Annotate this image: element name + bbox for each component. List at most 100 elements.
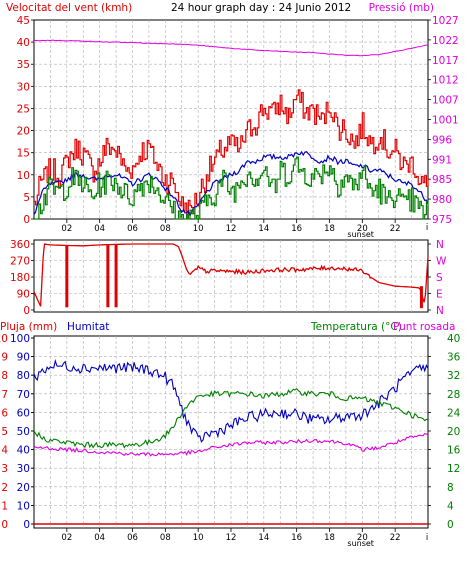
humidity-y-tick-label: 40 <box>17 445 30 457</box>
temp-x-tick-label: 22 <box>390 533 401 543</box>
pressure-y-tick-label: 1022 <box>432 35 459 47</box>
pressure-y-tick-label: 991 <box>432 154 452 166</box>
temperature-y-tick-label: 32 <box>447 370 460 382</box>
end-tick-label: i <box>426 533 428 543</box>
wind-series-group <box>33 39 429 220</box>
temp-series-group <box>33 358 429 525</box>
wind-y-tick-label: 0 <box>23 214 30 226</box>
temperature-y-tick-label: 24 <box>447 407 461 419</box>
rain-y-tick-label: 7 <box>1 389 8 401</box>
wind-y-tick-label: 35 <box>17 59 30 71</box>
series-low <box>34 156 429 220</box>
wind-y-tick-label: 45 <box>17 15 30 27</box>
humidity-y-tick-label: 10 <box>17 500 30 512</box>
direction-y-tick-label: 0 <box>23 305 30 317</box>
temp-x-ticks: 02 04 06 08 10 12 14 16 18 20 22 <box>61 528 401 543</box>
temp-x-tick-label: 12 <box>226 533 237 543</box>
wind-x-tick-label: 02 <box>61 224 72 234</box>
wind-x-tick-label: 22 <box>390 224 401 234</box>
rain-y-tick-label: 3 <box>1 463 8 475</box>
humidity-y-tick-label: 90 <box>17 352 30 364</box>
end-tick-label: i <box>426 223 428 233</box>
temp-x-tick-label: 18 <box>324 533 335 543</box>
pressure-y-tick-label: 1007 <box>432 95 459 107</box>
temperature-y-ticks: 0 4 8 12 16 20 24 28 32 36 40 <box>428 333 461 531</box>
rain-y-tick-label: 4 <box>1 445 8 457</box>
temp-x-tick-label: 10 <box>193 533 204 543</box>
rain-y-tick-label: 5 <box>1 426 8 438</box>
pressure-y-right-ticks: 975 980 985 991 996 1001 1007 1012 1017 1022 1027 <box>428 15 459 226</box>
direction-y-left-ticks: 0 90 180 270 360 <box>10 239 34 317</box>
series-gust <box>34 89 429 218</box>
dewpoint-axis-title: Punt rosada <box>393 321 455 333</box>
pressure-y-tick-label: 1001 <box>432 115 459 127</box>
pressure-y-tick-label: 980 <box>432 194 452 206</box>
series-dewpoint <box>33 432 429 457</box>
temperature-y-tick-label: 36 <box>447 352 461 364</box>
temperature-y-tick-label: 16 <box>447 445 461 457</box>
pressure-y-tick-label: 1017 <box>432 55 459 67</box>
temp-x-tick-label: 14 <box>258 533 269 543</box>
sunset-label: sunset <box>347 539 374 548</box>
direction-grid <box>34 240 428 312</box>
pressure-axis-title: Pressió (mb) <box>369 2 434 14</box>
direction-y-tick-label: 360 <box>10 239 30 251</box>
compass-tick-label: N <box>436 305 444 317</box>
temp-grid <box>34 336 428 528</box>
rain-y-tick-label: 2 <box>1 482 8 494</box>
chart-title: 24 hour graph day : 24 Junio 2012 <box>171 2 351 14</box>
rain-y-tick-label: 0 <box>1 519 8 531</box>
wind-y-left-ticks: 0 5 10 15 20 25 30 35 40 45 <box>17 15 34 226</box>
rain-y-tick-label: 10 <box>0 333 8 345</box>
compass-tick-label: N <box>436 239 444 251</box>
temperature-y-tick-label: 20 <box>447 426 460 438</box>
pressure-y-tick-label: 985 <box>432 174 452 186</box>
rain-y-tick-label: 8 <box>1 370 8 382</box>
humidity-y-tick-label: 70 <box>17 389 30 401</box>
rain-y-tick-label: 6 <box>1 407 8 419</box>
wind-x-tick-label: 20 <box>357 224 368 234</box>
compass-tick-label: S <box>436 272 443 284</box>
humidity-y-tick-label: 20 <box>17 482 30 494</box>
rain-y-tick-label: 1 <box>1 500 8 512</box>
temperature-axis-title: Temperatura (°C) <box>310 321 402 333</box>
series-pressure <box>33 39 429 57</box>
wind-axis-title: Velocitat del vent (kmh) <box>6 2 132 14</box>
temperature-y-tick-label: 0 <box>447 519 454 531</box>
wind-y-tick-label: 5 <box>23 192 30 204</box>
series-direction <box>33 243 429 307</box>
wind-x-tick-label: 12 <box>226 224 237 234</box>
temperature-y-tick-label: 28 <box>447 389 460 401</box>
wind-x-tick-label: 06 <box>127 224 138 234</box>
humidity-y-tick-label: 30 <box>17 463 30 475</box>
humidity-y-tick-label: 100 <box>10 333 30 345</box>
humidity-y-tick-label: 50 <box>17 426 30 438</box>
temp-x-tick-label: 02 <box>61 533 72 543</box>
direction-y-tick-label: 270 <box>10 256 30 268</box>
wind-pressure-panel: 0 5 10 15 20 25 30 35 40 45 975 980 985 991 996 1001 10… <box>6 2 459 239</box>
wind-x-tick-label: 14 <box>258 224 269 234</box>
pressure-y-tick-label: 975 <box>432 214 452 226</box>
pressure-y-tick-label: 996 <box>432 134 452 146</box>
wind-x-tick-label: 18 <box>324 224 335 234</box>
temp-x-tick-label: 06 <box>127 533 138 543</box>
wind-x-tick-label: 16 <box>291 224 302 234</box>
humidity-y-ticks: 0 10 20 30 40 50 60 70 80 90 100 <box>10 333 34 531</box>
wind-y-tick-label: 25 <box>17 103 30 115</box>
temp-x-tick-label: 04 <box>94 533 105 543</box>
wind-y-tick-label: 40 <box>17 37 30 49</box>
temperature-y-tick-label: 12 <box>447 463 460 475</box>
humidity-y-tick-label: 0 <box>23 519 30 531</box>
compass-tick-label: W <box>436 256 447 268</box>
temperature-y-tick-label: 40 <box>447 333 460 345</box>
wind-x-tick-label: 04 <box>94 224 105 234</box>
direction-y-tick-label: 180 <box>10 272 30 284</box>
sunset-label: sunset <box>347 230 374 239</box>
rain-y-tick-label: 9 <box>1 352 8 364</box>
wind-y-tick-label: 15 <box>17 148 30 160</box>
temp-x-tick-label: 20 <box>357 533 368 543</box>
